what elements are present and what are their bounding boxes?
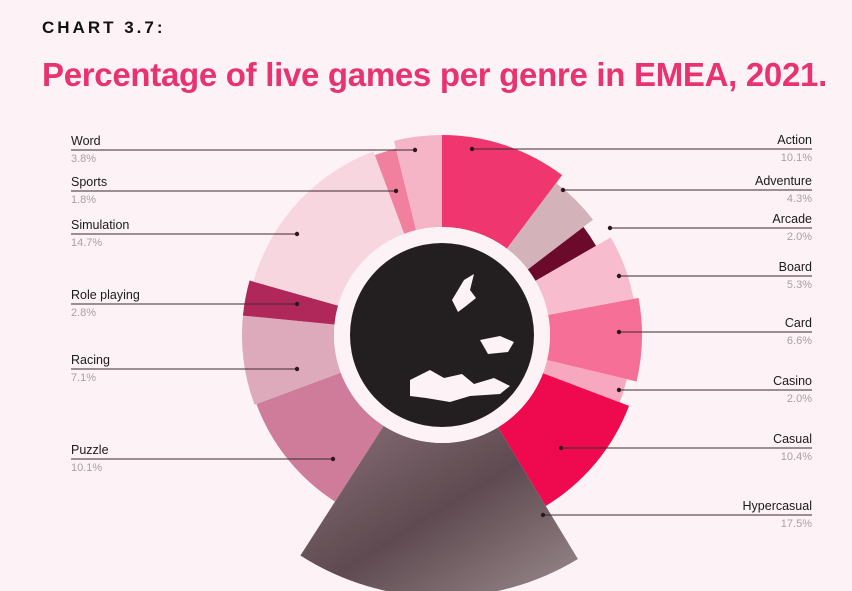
value-casino: 2.0%	[786, 393, 812, 405]
leader-dot	[560, 187, 566, 193]
slice-racing	[242, 315, 341, 405]
label-casino: Casino	[773, 374, 812, 388]
value-role-playing: 2.8%	[71, 307, 97, 319]
slice-hypercasual	[300, 425, 578, 591]
value-arcade: 2.0%	[786, 231, 812, 243]
label-action: Action	[777, 133, 812, 147]
value-simulation: 14.7%	[71, 237, 103, 249]
slice-casual	[498, 373, 630, 506]
label-casual: Casual	[773, 432, 812, 446]
value-sports: 1.8%	[71, 194, 97, 206]
leader-dot	[616, 387, 622, 393]
label-card: Card	[784, 316, 812, 330]
label-racing: Racing	[71, 353, 110, 367]
label-word: Word	[71, 134, 101, 148]
label-adventure: Adventure	[755, 174, 812, 188]
value-racing: 7.1%	[71, 372, 97, 384]
leader-dot	[469, 146, 475, 152]
leader-dot	[294, 301, 300, 307]
leader-dot	[393, 188, 399, 194]
label-sports: Sports	[71, 175, 108, 189]
value-board: 5.3%	[786, 279, 812, 291]
slice-adventure	[506, 183, 593, 270]
label-arcade: Arcade	[772, 212, 812, 226]
value-adventure: 4.3%	[786, 193, 812, 205]
black-sea	[480, 336, 514, 354]
value-hypercasual: 17.5%	[780, 518, 812, 530]
label-role-playing: Role playing	[71, 288, 140, 302]
value-card: 6.6%	[786, 335, 812, 347]
value-action: 10.1%	[780, 152, 812, 164]
slice-casino	[543, 360, 627, 403]
leader-dot	[607, 225, 613, 231]
leader-dot	[616, 329, 622, 335]
label-hypercasual: Hypercasual	[742, 499, 812, 513]
slice-arcade	[527, 226, 597, 281]
slice-word	[393, 135, 442, 231]
value-casual: 10.4%	[780, 451, 812, 463]
leader-dot	[294, 231, 300, 237]
value-puzzle: 10.1%	[71, 462, 103, 474]
leader-dot	[412, 147, 418, 153]
leader-dot	[294, 366, 300, 372]
chart-kicker: CHART 3.7:	[42, 18, 166, 37]
leader-dot	[558, 445, 564, 451]
slice-card	[547, 297, 642, 382]
slice-board	[535, 237, 634, 315]
value-word: 3.8%	[71, 153, 97, 165]
mediterranean-sea	[410, 370, 510, 402]
label-simulation: Simulation	[71, 218, 130, 232]
label-board: Board	[778, 260, 812, 274]
leader-dot	[330, 456, 336, 462]
chart-title: Percentage of live games per genre in EM…	[42, 56, 827, 93]
baltic-sea	[452, 274, 476, 312]
leader-dot	[616, 273, 622, 279]
slice-role-playing	[242, 280, 339, 325]
slice-puzzle	[256, 372, 384, 502]
leader-dot	[540, 512, 546, 518]
label-puzzle: Puzzle	[71, 443, 109, 457]
slice-simulation	[253, 151, 405, 306]
slice-action	[442, 135, 563, 249]
